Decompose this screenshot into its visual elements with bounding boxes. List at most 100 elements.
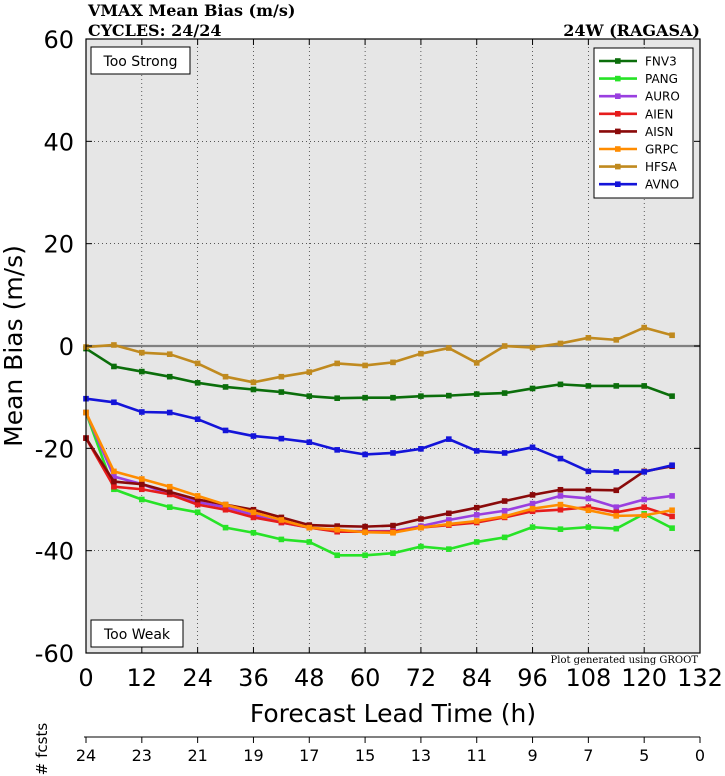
data-point xyxy=(641,512,647,519)
data-point xyxy=(585,495,592,502)
fcsts-count: 13 xyxy=(411,746,431,765)
fcsts-count: 5 xyxy=(639,746,649,765)
data-point xyxy=(111,342,117,348)
y-axis-label: Mean Bias (m/s) xyxy=(0,245,28,447)
x-tick-label: 60 xyxy=(350,664,381,692)
data-point xyxy=(334,552,340,559)
data-point xyxy=(529,505,536,512)
data-point xyxy=(222,506,229,513)
data-point xyxy=(362,362,368,369)
data-point xyxy=(222,524,229,531)
data-point xyxy=(250,509,257,516)
data-point xyxy=(390,522,396,529)
data-point xyxy=(111,363,117,370)
data-point xyxy=(418,446,424,452)
data-point xyxy=(390,529,396,536)
too-weak-label: Too Weak xyxy=(103,627,171,643)
data-point xyxy=(501,534,508,541)
data-point xyxy=(669,507,675,514)
legend-marker xyxy=(615,111,621,117)
data-point xyxy=(362,523,368,530)
data-point xyxy=(390,394,396,401)
data-point xyxy=(334,395,340,401)
data-point xyxy=(139,496,145,503)
series-line xyxy=(85,347,673,400)
data-point xyxy=(613,337,620,343)
series-hfsa xyxy=(83,324,675,386)
data-point xyxy=(473,512,480,518)
x-tick-label: 0 xyxy=(78,664,93,692)
x-tick-label: 72 xyxy=(406,664,437,692)
too-strong-label: Too Strong xyxy=(103,54,178,70)
y-tick-label: -40 xyxy=(35,538,74,566)
legend-item-grpc: GRPC xyxy=(599,143,678,157)
y-tick-label: -20 xyxy=(35,435,74,463)
data-point xyxy=(669,462,675,469)
data-point xyxy=(166,504,173,510)
data-point xyxy=(111,478,117,485)
data-point xyxy=(613,487,620,494)
series-lines xyxy=(83,324,675,559)
data-point xyxy=(222,384,229,390)
data-point xyxy=(529,385,536,392)
data-point xyxy=(613,469,620,475)
data-point xyxy=(222,373,229,380)
data-point xyxy=(446,510,452,517)
x-tick-label: 12 xyxy=(127,664,158,692)
data-point xyxy=(278,389,285,395)
y-tick-label: 40 xyxy=(43,128,74,156)
data-point xyxy=(613,525,620,532)
legend-label: AURO xyxy=(645,90,680,104)
data-point xyxy=(473,448,480,454)
data-point xyxy=(585,383,592,389)
data-point xyxy=(139,368,145,375)
data-point xyxy=(446,546,452,552)
data-point xyxy=(501,513,508,520)
data-point xyxy=(557,381,564,388)
data-point xyxy=(334,447,340,453)
data-point xyxy=(585,524,592,530)
data-point xyxy=(418,393,424,399)
x-tick-label: 48 xyxy=(294,664,325,692)
x-tick-label: 36 xyxy=(238,664,269,692)
fcsts-count: 9 xyxy=(527,746,537,765)
data-point xyxy=(641,504,647,510)
data-point xyxy=(501,450,508,456)
data-point xyxy=(278,536,285,543)
data-point xyxy=(418,543,424,550)
fcsts-count: 19 xyxy=(243,746,263,765)
fcsts-count: 11 xyxy=(467,746,487,765)
data-point xyxy=(585,504,592,510)
too-weak-box: Too Weak xyxy=(90,619,184,648)
x-tick-label: 120 xyxy=(621,664,667,692)
data-point xyxy=(334,526,340,533)
data-point xyxy=(473,504,480,511)
data-point xyxy=(641,496,647,503)
series-line xyxy=(85,397,673,474)
legend-item-avno: AVNO xyxy=(599,178,679,192)
data-point xyxy=(501,343,508,349)
legend-label: FNV3 xyxy=(645,55,677,69)
legend-marker xyxy=(615,93,621,99)
data-point xyxy=(557,455,564,462)
data-point xyxy=(585,486,592,493)
data-point xyxy=(557,340,564,347)
storm-label: 24W (RAGASA) xyxy=(563,21,700,40)
fcsts-count: 15 xyxy=(355,746,375,765)
data-point xyxy=(362,552,368,559)
data-point xyxy=(166,351,173,357)
data-point xyxy=(250,514,257,521)
data-point xyxy=(194,501,201,508)
data-point xyxy=(194,496,201,503)
legend-item-pang: PANG xyxy=(599,72,678,86)
data-point xyxy=(557,486,564,493)
data-point xyxy=(613,509,620,516)
data-point xyxy=(669,393,675,399)
cycles-label: CYCLES: 24/24 xyxy=(88,21,221,40)
data-point xyxy=(250,529,257,536)
data-point xyxy=(362,529,368,536)
fcsts-ticks: 24 23 21 19 17 15 13 11 9 7 5 0 xyxy=(76,737,705,765)
data-point xyxy=(250,433,257,439)
series-avno xyxy=(83,395,675,475)
